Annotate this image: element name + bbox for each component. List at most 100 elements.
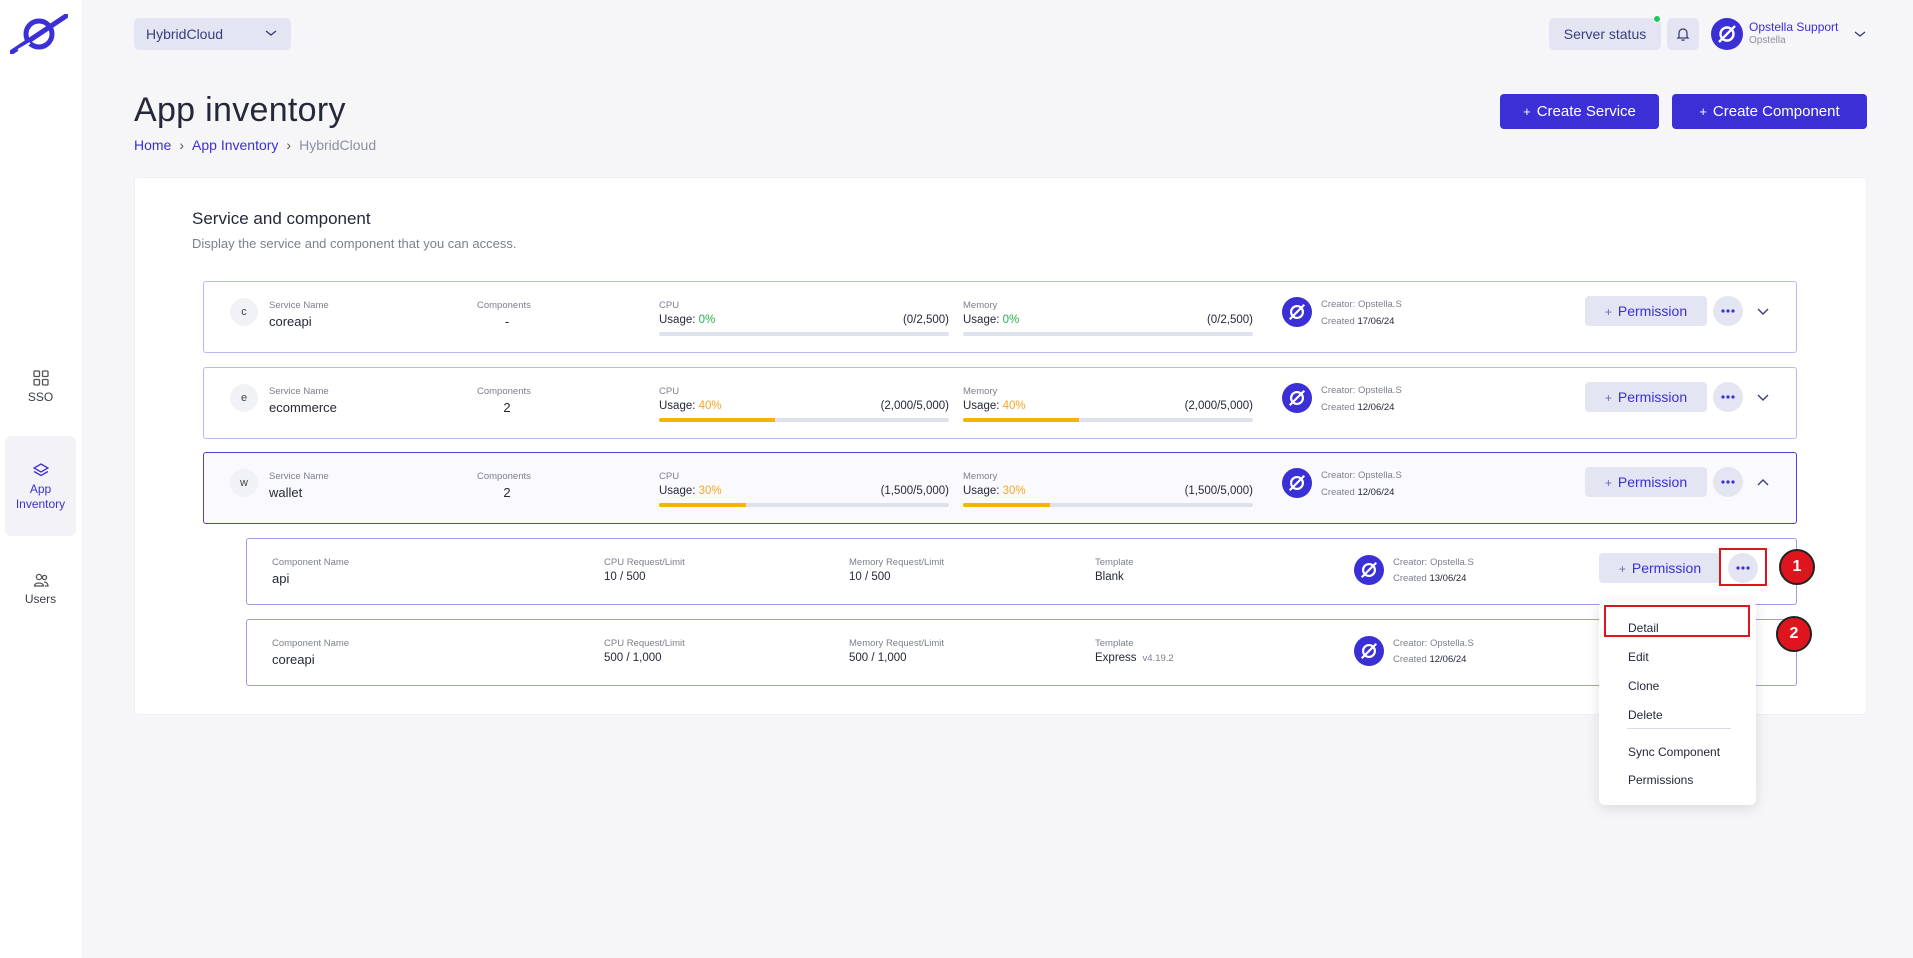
cpu-request-limit-label: CPU Request/Limit [604, 638, 685, 649]
permission-button[interactable]: + Permission [1585, 382, 1707, 412]
creator-avatar [1282, 383, 1312, 413]
more-options-button[interactable] [1728, 553, 1758, 583]
created-prefix: Created [1393, 654, 1427, 665]
created-prefix: Created [1393, 573, 1427, 584]
component-name: api [272, 571, 290, 586]
memory-usage-bar [963, 503, 1253, 507]
memory-usage-percent: 30% [1002, 485, 1026, 497]
menu-item-detail[interactable]: Detail [1628, 621, 1659, 635]
breadcrumb-home[interactable]: Home [134, 137, 172, 153]
cpu-label: CPU [659, 386, 680, 397]
created-date: Created 12/06/24 [1321, 402, 1394, 413]
cpu-usage-fraction: (2,000/5,000) [880, 400, 949, 412]
permission-button[interactable]: + Permission [1585, 296, 1707, 326]
sidebar-item-label: App Inventory [15, 482, 66, 511]
menu-item-delete[interactable]: Delete [1628, 708, 1663, 722]
memory-usage-fraction: (1,500/5,000) [1184, 485, 1253, 497]
permission-button[interactable]: + Permission [1599, 553, 1721, 583]
create-component-button[interactable]: + Create Component [1672, 94, 1867, 129]
opstella-logo[interactable] [9, 13, 69, 55]
template-name: Express [1095, 652, 1137, 664]
bell-icon [1676, 28, 1690, 41]
created-prefix: Created [1321, 316, 1355, 327]
permission-label: Permission [1617, 474, 1688, 490]
created-date: Created 17/06/24 [1321, 316, 1394, 327]
chevron-up-icon[interactable] [1757, 478, 1769, 487]
user-avatar[interactable] [1711, 18, 1743, 50]
usage-prefix: Usage: [963, 400, 1000, 412]
chevron-down-icon [265, 30, 277, 36]
component-name-label: Component Name [272, 638, 350, 649]
service-row[interactable]: c Service Name coreapi Components - CPU Usage:… [203, 281, 1797, 353]
service-name-label: Service Name [269, 386, 329, 397]
server-status-button[interactable]: Server status [1549, 18, 1661, 50]
cpu-usage: Usage: 0% [659, 314, 715, 326]
cpu-usage-bar [659, 503, 949, 507]
template-label: Template [1095, 557, 1134, 568]
usage-prefix: Usage: [963, 314, 1000, 326]
service-name: coreapi [269, 314, 312, 329]
plus-icon: + [1699, 104, 1707, 119]
user-name[interactable]: Opstella Support [1749, 20, 1839, 34]
template-label: Template [1095, 638, 1134, 649]
memory-usage-bar-fill [963, 503, 1050, 507]
component-row[interactable]: Component Name coreapi CPU Request/Limit 50… [246, 619, 1797, 686]
memory-label: Memory [963, 300, 998, 311]
memory-request-limit-label: Memory Request/Limit [849, 638, 945, 649]
breadcrumb: Home › App Inventory › HybridCloud [134, 137, 376, 153]
permission-label: Permission [1631, 560, 1702, 576]
cpu-usage-bar [659, 332, 949, 336]
service-row[interactable]: w Service Name wallet Components 2 CPU Usage: … [203, 452, 1797, 524]
service-name: ecommerce [269, 400, 337, 415]
menu-item-sync-component[interactable]: Sync Component [1628, 745, 1721, 759]
more-options-button[interactable] [1713, 467, 1743, 497]
annotation-badge-2: 2 [1776, 616, 1812, 652]
menu-item-edit[interactable]: Edit [1628, 650, 1649, 664]
created-date: Created 12/06/24 [1321, 487, 1394, 498]
memory-usage-bar [963, 418, 1253, 422]
menu-item-permissions[interactable]: Permissions [1628, 773, 1694, 787]
chevron-down-icon[interactable] [1757, 307, 1769, 316]
annotation-highlight-1 [1719, 548, 1767, 586]
memory-request-limit-label: Memory Request/Limit [849, 557, 945, 568]
memory-usage: Usage: 30% [963, 485, 1026, 497]
chevron-down-icon[interactable] [1853, 29, 1867, 39]
sidebar-item-app-inventory[interactable]: App Inventory [5, 436, 76, 536]
service-row[interactable]: e Service Name ecommerce Components 2 CPU Usag… [203, 367, 1797, 439]
status-online-dot [1653, 15, 1661, 23]
breadcrumb-app-inventory[interactable]: App Inventory [192, 137, 279, 153]
sidebar: SSO App Inventory Users [0, 0, 83, 958]
notifications-button[interactable] [1667, 18, 1699, 50]
annotation-highlight-2 [1604, 605, 1750, 637]
menu-item-clone[interactable]: Clone [1628, 679, 1660, 693]
usage-prefix: Usage: [659, 400, 696, 412]
creator-name: Creator: Opstella.S [1393, 638, 1474, 649]
component-name-label: Component Name [272, 557, 350, 568]
sidebar-item-users[interactable]: Users [5, 572, 76, 606]
more-options-button[interactable] [1713, 382, 1743, 412]
permission-button[interactable]: + Permission [1585, 467, 1707, 497]
sidebar-item-sso[interactable]: SSO [5, 370, 76, 404]
plus-icon: + [1604, 391, 1612, 405]
template-name: Blank [1095, 571, 1124, 583]
component-row[interactable]: Component Name api CPU Request/Limit 10 / 5… [246, 538, 1797, 605]
creator-avatar [1354, 636, 1384, 666]
service-name-label: Service Name [269, 300, 329, 311]
create-service-button[interactable]: + Create Service [1500, 94, 1659, 129]
menu-divider [1627, 728, 1731, 729]
memory-usage-percent: 40% [1002, 400, 1026, 412]
creator-avatar [1282, 468, 1312, 498]
creator-name: Creator: Opstella.S [1321, 385, 1402, 396]
more-options-button[interactable] [1713, 296, 1743, 326]
plus-icon: + [1604, 305, 1612, 319]
chevron-down-icon[interactable] [1757, 393, 1769, 402]
memory-request-limit: 500 / 1,000 [849, 652, 907, 664]
create-component-label: Create Component [1712, 103, 1840, 120]
project-selector[interactable]: HybridCloud [134, 18, 291, 50]
cpu-usage-percent: 40% [698, 400, 722, 412]
created-date: Created 12/06/24 [1393, 654, 1466, 665]
sidebar-item-label: SSO [27, 390, 54, 404]
breadcrumb-current: HybridCloud [299, 137, 377, 153]
cpu-usage-fraction: (0/2,500) [902, 314, 949, 326]
usage-prefix: Usage: [659, 314, 696, 326]
